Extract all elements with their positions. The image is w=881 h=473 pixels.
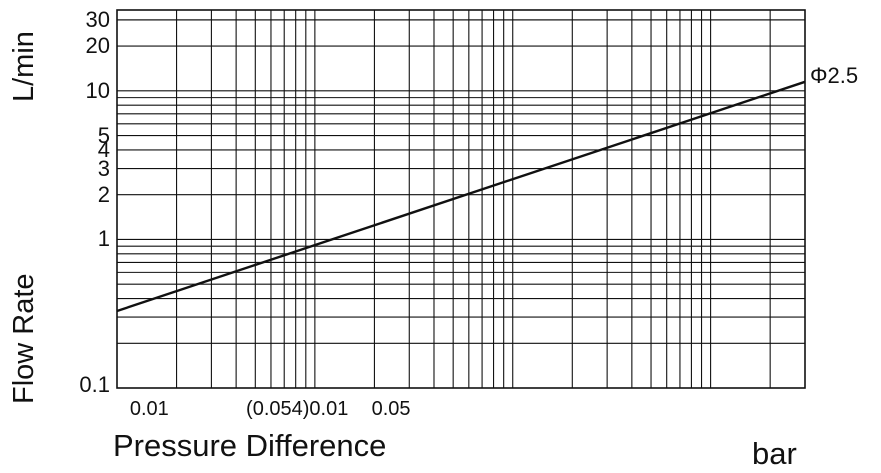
x-tick-label: 0.05 xyxy=(371,398,411,420)
y-tick-label: 5 xyxy=(97,122,110,148)
y-tick-label: 2 xyxy=(97,181,110,207)
series-line-0 xyxy=(116,80,806,313)
y-tick-label: 0.1 xyxy=(79,372,110,397)
y-tick-label: 30 xyxy=(85,6,110,32)
horizontal-gridlines xyxy=(117,19,805,344)
y-axis-unit: L/min xyxy=(8,31,40,102)
vertical-gridlines xyxy=(176,10,771,388)
series-group xyxy=(116,80,806,313)
plot-frame xyxy=(116,9,806,389)
y-tick-label: 20 xyxy=(85,33,110,59)
x-tick-label: 0.01 xyxy=(129,398,169,420)
y-tick-label: 10 xyxy=(85,77,110,103)
y-tick-label: 4 xyxy=(97,136,110,162)
y-axis-title: Flow Rate xyxy=(8,273,40,404)
x-axis-title: Pressure Difference xyxy=(113,428,387,463)
x-tick-label: (0.054)0.01 xyxy=(246,398,349,420)
y-tick-label: 1 xyxy=(97,226,110,252)
y-axis-label: L/min Flow Rate xyxy=(8,6,48,404)
y-tick-label: 3 xyxy=(97,155,110,181)
series-label-phi-2-5: Φ2.5 xyxy=(810,63,859,88)
x-axis-unit: bar xyxy=(752,436,797,471)
